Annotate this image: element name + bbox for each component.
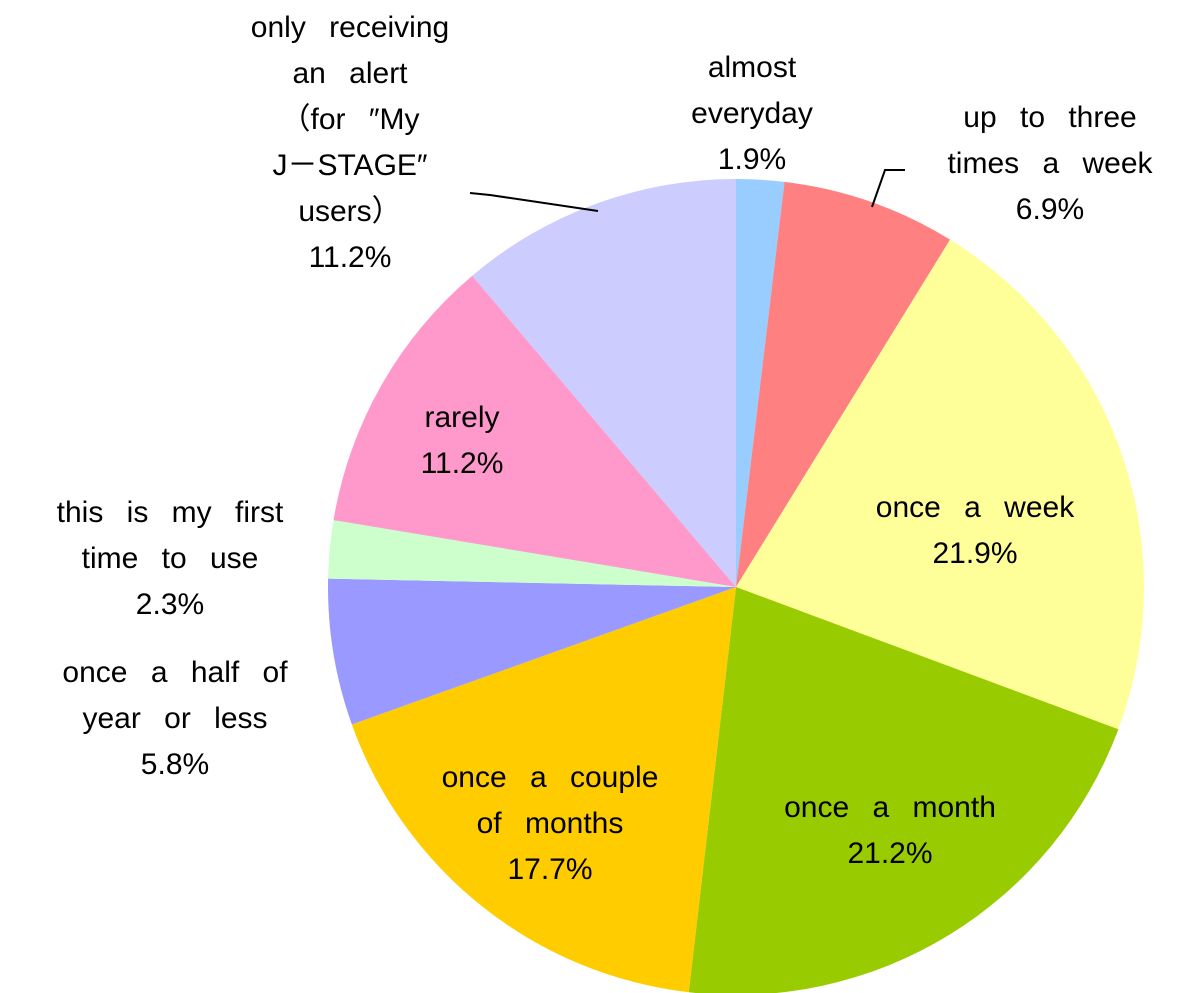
slice-label: once a half of year or less 5.8% (62, 650, 287, 788)
pie-slice (736, 179, 785, 587)
pie-slice (328, 520, 736, 587)
slice-category: this is my first time to use (56, 496, 284, 575)
pie-slice (328, 578, 736, 725)
slice-label: up to three times a week 6.9% (947, 95, 1152, 233)
slice-label: once a week 21.9% (876, 485, 1074, 577)
slice-value: 1.9% (717, 143, 787, 176)
slice-category: rarely (424, 401, 500, 434)
pie-slice (688, 587, 1119, 993)
slice-category: only receiving an alert （for ″My J－STAGE… (250, 11, 450, 228)
slice-label: once a couple of months 17.7% (442, 755, 659, 893)
slice-category: up to three times a week (947, 101, 1153, 180)
pie-slice (472, 179, 736, 587)
slice-category: once a week (875, 491, 1075, 524)
slice-label: rarely 11.2% (421, 395, 504, 487)
slice-label: this is my first time to use 2.3% (57, 490, 284, 628)
pie-slice (736, 239, 1144, 730)
slice-value: 11.2% (308, 241, 392, 274)
slice-value: 21.9% (932, 537, 1018, 570)
slice-value: 5.8% (140, 748, 210, 781)
slice-value: 6.9% (1015, 193, 1085, 226)
pie-slice (736, 181, 951, 587)
slice-label: only receiving an alert （for ″My J－STAGE… (251, 5, 449, 281)
slice-category: once a half of year or less (62, 656, 288, 735)
slice-value: 21.2% (847, 837, 933, 870)
pie-slice (351, 587, 736, 993)
pie-slice (333, 275, 736, 587)
slice-value: 2.3% (135, 588, 205, 621)
slice-category: once a couple of months (441, 761, 659, 840)
leader-line (871, 169, 905, 208)
slice-value: 17.7% (507, 853, 593, 886)
slice-category: once a month (784, 791, 996, 824)
leader-line (469, 192, 599, 212)
slice-category: almost everyday (691, 51, 813, 130)
slice-label: once a month 21.2% (784, 785, 996, 877)
slice-value: 11.2% (420, 447, 504, 480)
slice-label: almost everyday 1.9% (691, 45, 813, 183)
